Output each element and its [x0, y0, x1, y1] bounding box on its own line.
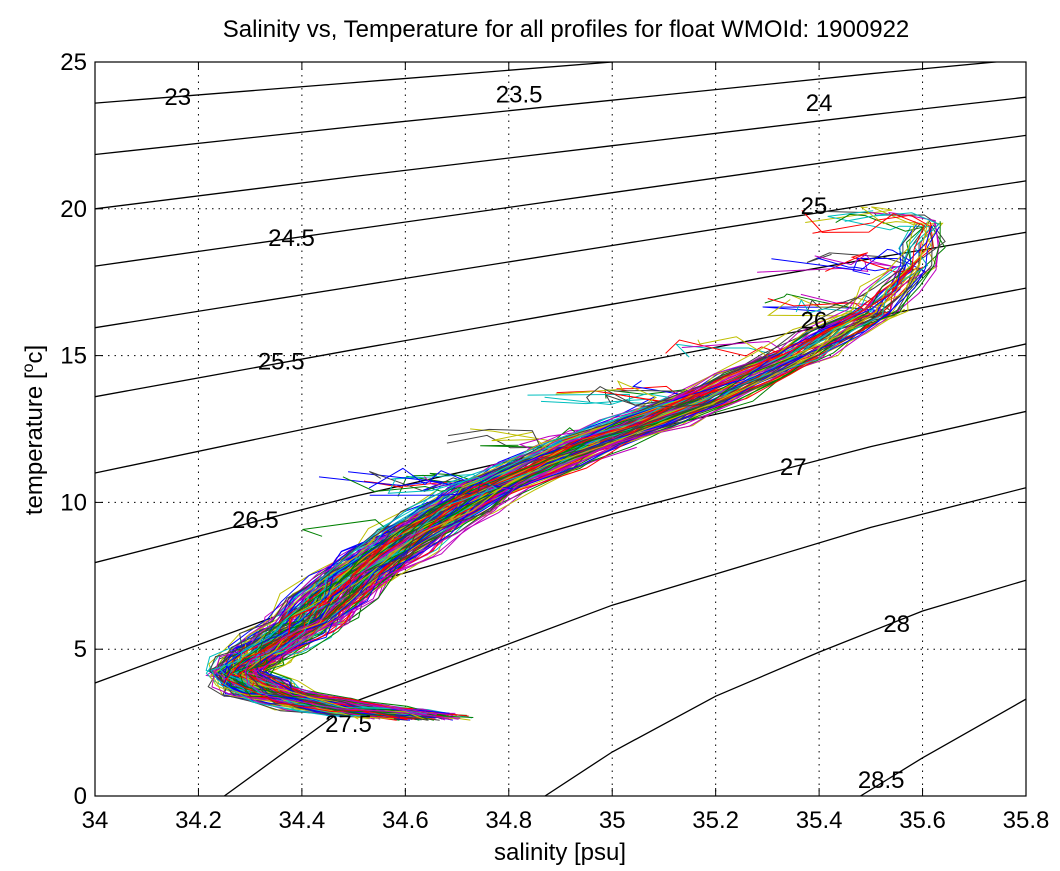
density-contour-line: [95, 62, 1003, 156]
profile-line: [225, 445, 581, 718]
contour-label: 23.5: [496, 81, 543, 108]
y-tick-label: 0: [74, 783, 87, 810]
contour-label: 26.5: [232, 507, 279, 534]
contour-label: 25.5: [258, 348, 305, 375]
profile-line: [263, 396, 730, 719]
x-tick-label: 34.4: [279, 807, 326, 834]
contour-label: 27.5: [325, 711, 372, 738]
x-tick-label: 34.6: [382, 807, 429, 834]
contour-labels: 23 23.5 24 24.5 25 25.5 26 26.5 27 27.5 28 28.5: [164, 81, 910, 794]
y-axis-label: temperature [oc]: [20, 345, 48, 515]
profile-line: [226, 401, 683, 720]
y-axis-label-unit: c]: [21, 345, 48, 364]
chart-title: Salinity vs, Temperature for all profile…: [223, 16, 910, 43]
y-tick-label: 25: [60, 49, 87, 76]
y-tick-label: 20: [60, 196, 87, 223]
density-contour-line: [95, 96, 1026, 210]
profile-line: [251, 210, 940, 718]
grid-lines: [95, 62, 1026, 796]
profile-line: [261, 353, 826, 717]
profile-line: [226, 400, 696, 718]
profile-line: [249, 211, 939, 717]
x-tick-label: 35.6: [899, 807, 946, 834]
density-contour-line: [95, 62, 613, 104]
density-contour-line: [223, 487, 1026, 796]
density-contour-line: [95, 180, 1026, 329]
x-axis-label: salinity [psu]: [494, 839, 626, 866]
profile-line: [257, 402, 726, 714]
profile-line: [236, 397, 700, 717]
profile-line: [238, 355, 798, 721]
profile-line: [246, 398, 710, 717]
density-contour-line: [95, 287, 1026, 474]
profile-line: [223, 220, 916, 720]
profile-line: [210, 400, 674, 717]
profile-line: [223, 225, 933, 718]
y-ticks: 0 5 10 15 20 25: [60, 49, 1026, 810]
x-tick-label: 34: [82, 807, 109, 834]
contour-label: 24.5: [268, 225, 315, 252]
density-contour-line: [95, 134, 1026, 267]
profile-line: [234, 270, 912, 716]
y-axis-label-main: temperature [: [21, 372, 48, 515]
contour-label: 28: [883, 611, 910, 638]
profile-line: [239, 212, 940, 717]
contour-label: 28.5: [858, 767, 905, 794]
contour-label: 24: [806, 90, 833, 117]
profile-line: [237, 400, 712, 719]
y-tick-label: 15: [60, 343, 87, 370]
profile-line: [269, 206, 944, 721]
profile-line: [213, 308, 866, 716]
profile-line: [213, 253, 896, 717]
profile-line: [244, 528, 432, 717]
profile-line: [244, 394, 712, 721]
profile-line: [265, 221, 940, 721]
profile-line: [237, 391, 707, 720]
profile-line: [253, 226, 933, 721]
profile-line: [241, 220, 929, 721]
contour-label: 23: [164, 84, 191, 111]
y-axis-label-degree: o: [20, 363, 37, 372]
x-tick-label: 35.8: [1003, 807, 1050, 834]
profile-line: [225, 210, 925, 721]
x-ticks: 34 34.2 34.4 34.6 34.8 35 35.2 35.4 35.6 35.8: [82, 62, 1050, 834]
profile-line: [227, 355, 798, 716]
density-contour-line: [95, 231, 1026, 398]
x-tick-label: 35.2: [692, 807, 739, 834]
y-tick-label: 5: [74, 636, 87, 663]
profile-line: [251, 398, 744, 721]
profile-line: [244, 224, 946, 716]
contour-label: 26: [801, 307, 828, 334]
profile-line: [259, 530, 474, 718]
profile-line: [241, 355, 804, 719]
profile-line: [215, 268, 901, 714]
profile-line: [236, 389, 727, 716]
profile-line: [223, 354, 784, 720]
x-tick-label: 34.2: [175, 807, 222, 834]
profile-line: [242, 226, 946, 715]
profile-lines: [205, 206, 946, 721]
profile-line: [258, 226, 940, 714]
profile-line: [211, 380, 658, 720]
plot-frame: [94, 61, 1027, 797]
x-tick-label: 35: [599, 807, 626, 834]
density-contour-line: [860, 698, 1026, 796]
profile-line: [250, 395, 725, 716]
profile-line: [248, 224, 933, 717]
x-tick-label: 34.8: [485, 807, 532, 834]
profile-line: [211, 354, 776, 720]
density-contour-line: [544, 579, 1026, 796]
y-tick-label: 10: [60, 489, 87, 516]
contour-label: 25: [801, 193, 828, 220]
profile-line: [253, 353, 821, 720]
profile-line: [264, 221, 941, 717]
profile-line: [240, 444, 589, 716]
profile-line: [263, 308, 905, 716]
profile-line: [223, 445, 577, 716]
x-tick-label: 35.4: [796, 807, 843, 834]
contour-label: 27: [780, 454, 807, 481]
